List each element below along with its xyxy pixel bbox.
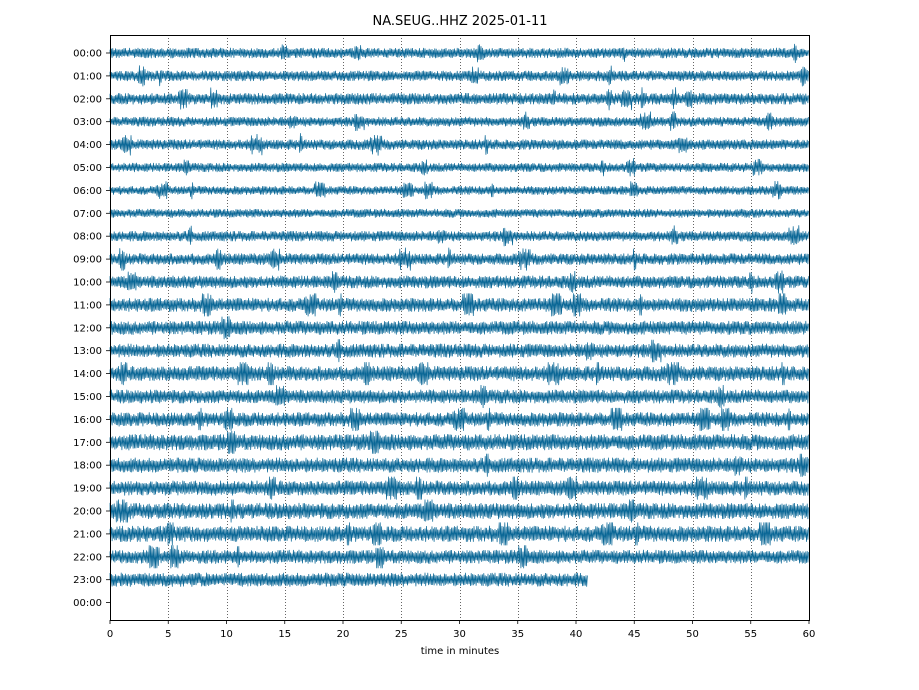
x-tick-label: 35 xyxy=(511,629,524,640)
y-tick-label: 20:00 xyxy=(73,507,102,518)
trace-0600 xyxy=(109,180,809,200)
plot-frame xyxy=(110,35,810,621)
y-tick-label: 15:00 xyxy=(73,392,102,403)
x-axis-label: time in minutes xyxy=(421,646,500,657)
x-tick-label: 15 xyxy=(278,629,291,640)
trace-1300 xyxy=(109,339,809,363)
y-tick-label: 19:00 xyxy=(73,484,102,495)
x-tick-label: 25 xyxy=(395,629,408,640)
trace-2100 xyxy=(109,522,809,546)
trace-1000 xyxy=(109,270,809,294)
trace-1100 xyxy=(109,293,809,317)
y-tick-label: 00:00 xyxy=(73,49,102,60)
trace-1800 xyxy=(109,453,809,477)
trace-0300 xyxy=(109,111,809,132)
y-tick-label: 23:00 xyxy=(73,575,102,586)
y-tick-label: 04:00 xyxy=(73,140,102,151)
x-tick-label: 50 xyxy=(686,629,699,640)
x-tick-label: 10 xyxy=(220,629,233,640)
trace-0200 xyxy=(109,87,809,111)
y-tick-label: 07:00 xyxy=(73,209,102,220)
y-tick-label: 18:00 xyxy=(73,461,102,472)
x-tick-label: 55 xyxy=(744,629,757,640)
trace-1500 xyxy=(109,384,809,409)
x-tick-label: 0 xyxy=(107,629,113,640)
y-tick-label: 12:00 xyxy=(73,323,102,334)
y-tick-label: 05:00 xyxy=(73,163,102,174)
x-tick-label: 30 xyxy=(453,629,466,640)
x-axis-ticks: 0 5 10 15 20 25 30 35 40 45 50 55 60 xyxy=(107,620,816,640)
y-tick-label: 00:00 xyxy=(73,598,102,609)
trace-1700 xyxy=(109,430,809,454)
trace-0900 xyxy=(109,247,809,271)
trace-0800 xyxy=(109,225,809,247)
x-tick-label: 60 xyxy=(803,629,816,640)
y-tick-label: 16:00 xyxy=(73,415,102,426)
x-tick-label: 5 xyxy=(165,629,171,640)
y-tick-label: 09:00 xyxy=(73,255,102,266)
y-axis-ticks: 00:00 01:00 02:00 03:00 04:00 05:00 06:00 07:00… xyxy=(73,49,110,609)
y-tick-label: 11:00 xyxy=(73,300,102,311)
x-tick-label: 45 xyxy=(628,629,641,640)
y-tick-label: 13:00 xyxy=(73,346,102,357)
y-tick-label: 02:00 xyxy=(73,94,102,105)
trace-2000 xyxy=(109,499,809,523)
y-tick-label: 17:00 xyxy=(73,438,102,449)
y-tick-label: 01:00 xyxy=(73,71,102,82)
x-tick-label: 20 xyxy=(337,629,350,640)
trace-1400 xyxy=(109,362,809,386)
chart-title: NA.SEUG..HHZ 2025-01-11 xyxy=(373,14,548,29)
traces xyxy=(109,43,809,587)
trace-0000 xyxy=(109,43,809,64)
y-tick-label: 10:00 xyxy=(73,278,102,289)
trace-2200 xyxy=(109,545,809,569)
trace-0500 xyxy=(109,158,809,177)
x-tick-label: 40 xyxy=(570,629,583,640)
trace-1900 xyxy=(109,476,809,500)
trace-0400 xyxy=(109,133,809,156)
y-tick-label: 14:00 xyxy=(73,369,102,380)
trace-2300 xyxy=(109,572,588,587)
trace-1200 xyxy=(109,316,809,340)
y-tick-label: 08:00 xyxy=(73,232,102,243)
y-tick-label: 21:00 xyxy=(73,529,102,540)
trace-0100 xyxy=(109,65,809,87)
trace-1600 xyxy=(109,407,809,431)
trace-0700 xyxy=(109,208,809,218)
y-tick-label: 03:00 xyxy=(73,117,102,128)
y-tick-label: 22:00 xyxy=(73,552,102,563)
y-tick-label: 06:00 xyxy=(73,186,102,197)
